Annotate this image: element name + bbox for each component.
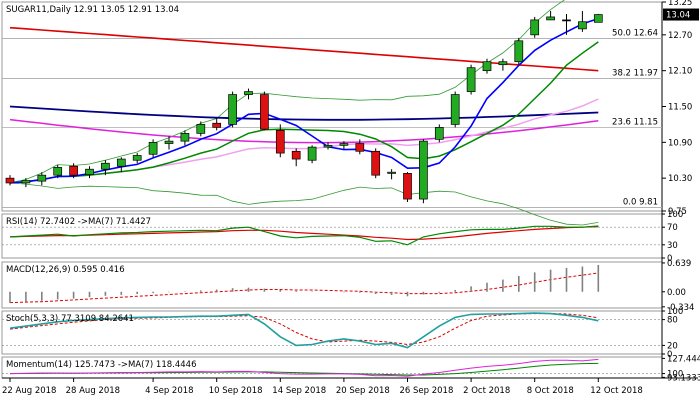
indicator-tick-label: 70 — [667, 223, 678, 233]
candle-body — [419, 140, 428, 200]
indicator-tick-label: 100 — [667, 307, 683, 317]
candle-body — [514, 40, 524, 63]
candle-body — [562, 19, 571, 22]
fib-level-label: 0.0 9.81 — [623, 197, 658, 207]
indicator-tick-label: 0.639 — [667, 259, 691, 269]
indicator-label: MACD(12,26,9) 0.595 0.416 — [6, 265, 125, 275]
candle-body — [387, 171, 396, 174]
candle-body — [482, 61, 492, 72]
x-tick-label: 26 Sep 2018 — [400, 386, 454, 396]
candle-body — [323, 144, 333, 148]
indicator-tick-label: 0 — [667, 350, 672, 360]
fib-level-label: 50.0 12.64 — [612, 28, 658, 38]
ma-magenta-line — [9, 118, 599, 144]
y-tick-label: 10.30 — [668, 174, 692, 184]
indicator-tick-label: 100 — [667, 370, 683, 380]
candlestick-series — [5, 10, 603, 204]
x-tick-label: 10 Sep 2018 — [209, 386, 263, 396]
candle-body — [212, 122, 222, 128]
candle-body — [403, 173, 412, 200]
x-tick-label: 20 Sep 2018 — [336, 386, 390, 396]
candle-body — [307, 146, 317, 161]
candle-body — [450, 94, 460, 125]
candle-body — [291, 150, 301, 160]
rsi-ma-line — [9, 226, 599, 241]
indicator-label: Stoch(5,3,3) 77.3109 84.2641 — [6, 314, 134, 324]
candle-body — [180, 133, 190, 142]
y-tick-label: 12.70 — [668, 31, 692, 41]
candle-body — [260, 94, 269, 130]
rsi-line — [9, 225, 599, 246]
candle-body — [101, 162, 110, 170]
candle-body — [196, 124, 206, 134]
indicator-tick-label: 0.00 — [667, 288, 686, 298]
indicator-tick-label: 20 — [667, 341, 678, 351]
ma-navy-line — [9, 105, 599, 121]
candle-body — [5, 177, 15, 184]
x-tick-label: 28 Aug 2018 — [66, 386, 120, 396]
ma-red-line — [9, 26, 599, 72]
stoch-k-line — [9, 312, 599, 349]
indicator-tick-label: 127.4443 — [667, 354, 700, 364]
indicator-tick-label: 80 — [667, 316, 678, 326]
y-tick-label: 13.25 — [668, 0, 692, 8]
candle-body — [164, 140, 174, 144]
candle-body — [37, 174, 47, 182]
candle-body — [244, 91, 253, 95]
y-tick-label: 11.50 — [668, 103, 692, 113]
bollinger-upper-band — [9, 0, 565, 184]
indicator-label: Momentum(14) 125.7473 ->MA(7) 118.4446 — [6, 360, 196, 370]
ma-blue-line — [9, 17, 599, 184]
x-tick-label: 12 Oct 2018 — [590, 386, 643, 396]
indicator-tick-label: 100 — [667, 210, 683, 220]
indicator-series — [9, 225, 600, 377]
candle-body — [466, 67, 476, 92]
candle-body — [593, 14, 603, 23]
momentum-line — [9, 358, 599, 377]
last-price-box — [663, 8, 699, 21]
fib-level-label: 23.6 11.15 — [612, 117, 658, 127]
y-tick-label: 10.90 — [668, 138, 692, 148]
indicator-tick-label: 0 — [667, 254, 672, 264]
candle-body — [148, 141, 158, 155]
last-price-label: 13.04 — [666, 11, 690, 21]
x-tick-label: 14 Sep 2018 — [272, 386, 326, 396]
candle-body — [228, 94, 237, 125]
x-tick-label: 22 Aug 2018 — [2, 386, 56, 396]
candle-body — [116, 158, 126, 167]
moving-averages — [9, 0, 599, 226]
candle-body — [355, 143, 365, 152]
candle-body — [339, 143, 349, 146]
macd-signal-line — [9, 272, 599, 304]
chart-title: SUGAR11,Daily 12.91 13.05 12.91 13.04 — [6, 5, 179, 15]
candle-body — [546, 16, 555, 21]
stoch-d-line — [9, 313, 599, 346]
fib-level-label: 38.2 11.97 — [612, 68, 658, 78]
candle-body — [530, 19, 540, 36]
candle-body — [21, 180, 31, 184]
candle-body — [371, 150, 381, 176]
candle-body — [434, 127, 444, 140]
y-tick-label: 9.75 — [668, 207, 687, 217]
bollinger-lower-band — [9, 182, 599, 226]
panel-frames — [1, 1, 698, 379]
candle-body — [578, 21, 587, 30]
candle-body — [275, 130, 285, 154]
x-tick-label: 8 Oct 2018 — [527, 386, 574, 396]
y-tick-label: 12.10 — [668, 67, 692, 77]
indicator-tick-label: -0.334 — [667, 303, 694, 313]
candle-body — [69, 165, 78, 176]
x-tick-label: 2 Oct 2018 — [463, 386, 510, 396]
x-tick-label: 4 Sep 2018 — [145, 386, 193, 396]
indicator-tick-label: 93.1333 — [667, 373, 700, 383]
candle-body — [132, 155, 142, 161]
candle-body — [53, 167, 63, 176]
indicator-label: RSI(14) 72.7402 ->MA(7) 71.4427 — [6, 217, 151, 227]
indicator-tick-label: 30 — [667, 241, 678, 251]
candle-body — [85, 168, 94, 175]
candle-body — [498, 61, 508, 66]
